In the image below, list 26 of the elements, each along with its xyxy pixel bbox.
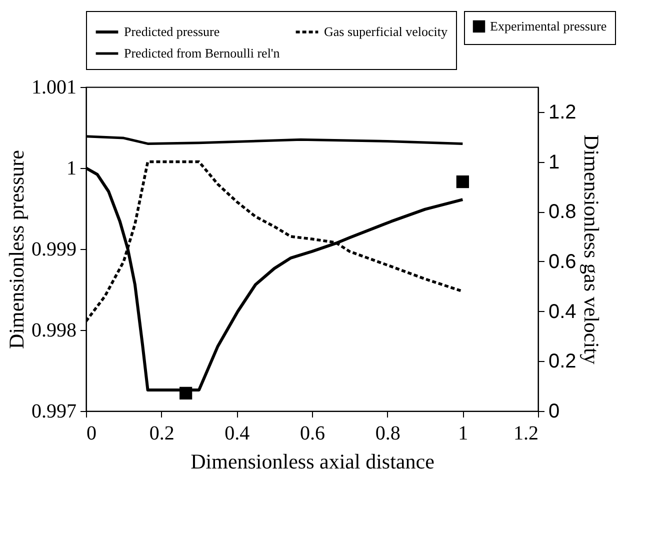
x-tick-label: 0 — [86, 422, 96, 444]
y-tick-label: 1 — [66, 158, 76, 180]
y-tick-label: 0.997 — [32, 400, 76, 422]
y2-axis-title: Dimensionless gas velocity — [579, 134, 604, 365]
x-axis-title: Dimensionless axial distance — [190, 450, 434, 474]
y2-tick-label: 1 — [548, 151, 560, 174]
x-tick-label: 0.2 — [149, 422, 174, 444]
y-tick-label: 0.998 — [32, 320, 76, 342]
legend-label: Gas superficial velocity — [324, 24, 448, 39]
x-tick-label: 1.2 — [514, 422, 538, 444]
y2-tick-label: 0.4 — [548, 300, 576, 323]
y-tick-label: 0.999 — [32, 238, 76, 260]
y2-tick-label: 0 — [548, 400, 560, 422]
y2-tick-label: 0.2 — [548, 350, 576, 373]
legend-label: Predicted from Bernoulli rel'n — [124, 46, 280, 60]
y-axis-title: Dimensionless pressure — [4, 150, 28, 349]
x-tick-label: 0.8 — [375, 422, 400, 444]
y2-tick-label: 0.6 — [548, 250, 576, 273]
legend-label: Predicted pressure — [124, 24, 220, 39]
y2-tick-label: 0.8 — [548, 201, 576, 224]
x-tick-label: 0.6 — [300, 422, 325, 444]
y-tick-label: 1.001 — [32, 76, 76, 98]
legend-label: Experimental pressure — [490, 18, 607, 34]
x-tick-label: 0.4 — [224, 422, 250, 444]
x-tick-label: 1 — [458, 422, 468, 444]
y2-tick-label: 1.2 — [548, 101, 576, 124]
